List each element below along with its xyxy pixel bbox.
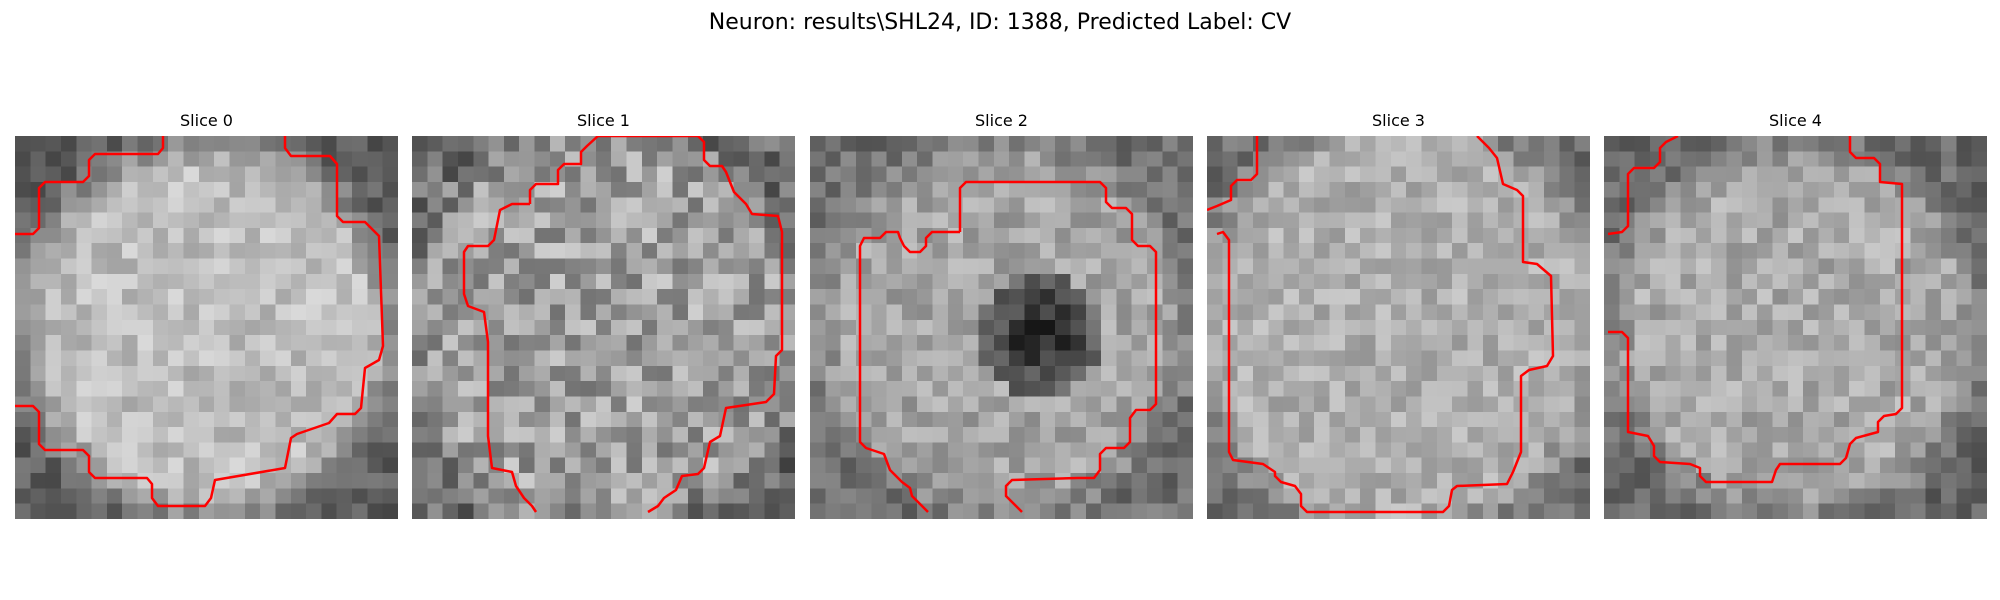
slice-image-1 [412, 136, 795, 519]
slice-title-4: Slice 4 [1769, 111, 1822, 130]
slice-panel-3: Slice 3 [1207, 108, 1590, 519]
slice-panel-2: Slice 2 [810, 108, 1193, 519]
slice-image-3 [1207, 136, 1590, 519]
slice-panel-0: Slice 0 [15, 108, 398, 519]
slice-panel-1: Slice 1 [412, 108, 795, 519]
slice-title-2: Slice 2 [975, 111, 1028, 130]
slice-title-0: Slice 0 [180, 111, 233, 130]
slice-image-2 [810, 136, 1193, 519]
slice-panel-4: Slice 4 [1604, 108, 1987, 519]
slice-image-4 [1604, 136, 1987, 519]
slice-image-0 [15, 136, 398, 519]
slice-title-3: Slice 3 [1372, 111, 1425, 130]
slice-title-1: Slice 1 [577, 111, 630, 130]
figure-title: Neuron: results\SHL24, ID: 1388, Predict… [708, 10, 1292, 35]
